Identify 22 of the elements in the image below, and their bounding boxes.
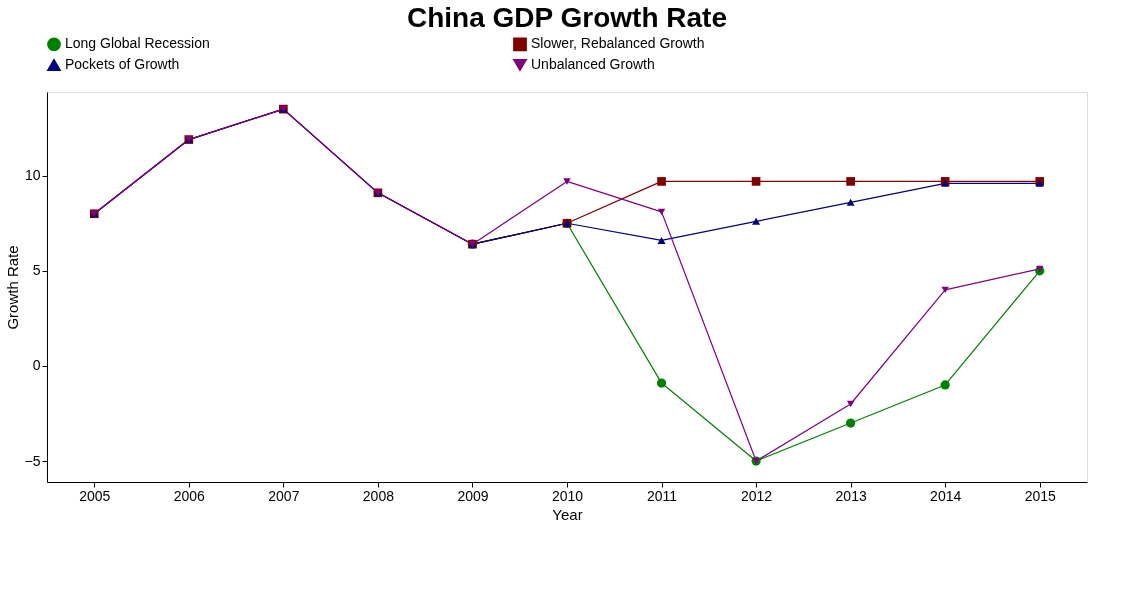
legend-label: Long Global Recession <box>65 35 210 52</box>
legend-label: Unbalanced Growth <box>531 56 655 72</box>
y-tick-label: −5 <box>24 452 41 469</box>
x-tick-label: 2005 <box>79 487 111 504</box>
x-tick-label: 2011 <box>646 487 678 504</box>
legend-label: Slower, Rebalanced Growth <box>531 35 705 52</box>
y-tick-label: 5 <box>32 262 41 279</box>
x-tick-label: 2013 <box>835 487 867 504</box>
y-tick-label: 0 <box>32 357 41 374</box>
x-tick-label: 2009 <box>457 487 489 504</box>
x-tick-label: 2008 <box>362 487 395 504</box>
x-tick-label: 2014 <box>930 487 962 504</box>
legend-label: Pockets of Growth <box>65 56 180 72</box>
chart-title: China GDP Growth Rate <box>407 2 727 33</box>
y-axis-title: Growth Rate <box>3 245 21 330</box>
x-tick-label: 2006 <box>173 487 206 504</box>
x-tick-label: 2012 <box>741 487 773 504</box>
y-tick-label: 10 <box>24 167 41 184</box>
x-axis-title: Year <box>552 505 583 523</box>
x-tick-label: 2007 <box>268 487 300 504</box>
x-tick-label: 2015 <box>1024 487 1057 504</box>
x-tick-label: 2010 <box>551 487 584 504</box>
